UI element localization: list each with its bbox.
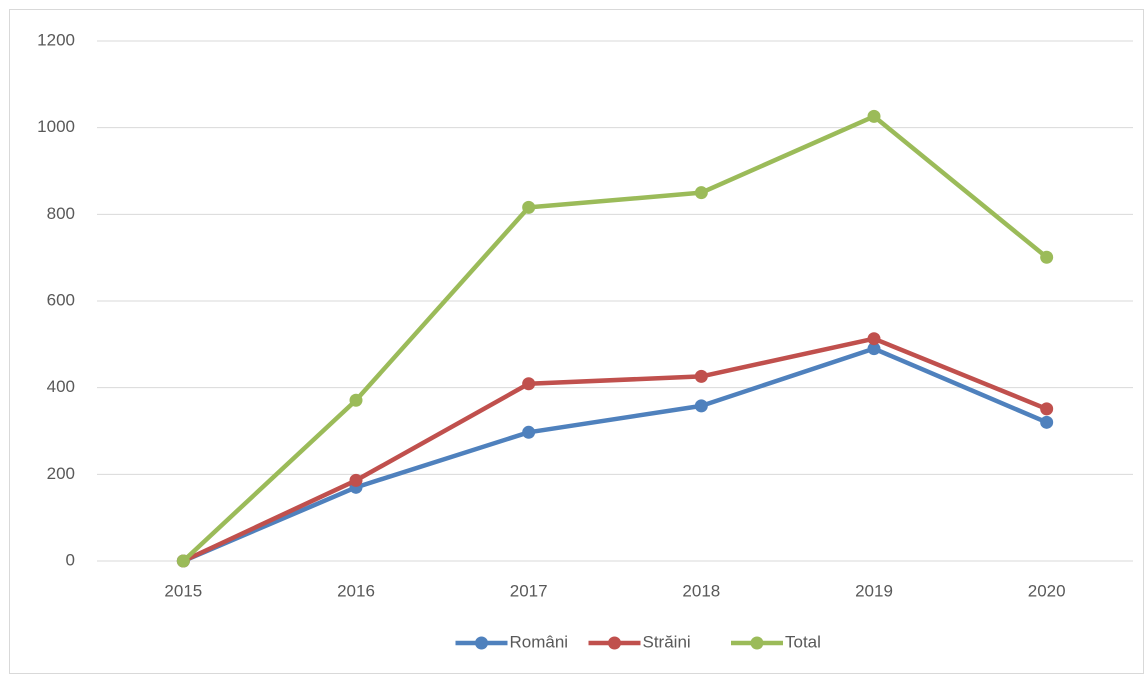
data-point: [1040, 402, 1054, 416]
y-tick-label: 1200: [37, 30, 75, 49]
series-line: [181, 114, 1049, 563]
y-tick-label: 200: [47, 464, 75, 483]
data-point: [694, 399, 708, 413]
data-point: [522, 200, 536, 214]
data-point: [867, 109, 881, 123]
x-tick-label: 2018: [682, 581, 720, 600]
data-point: [867, 342, 881, 356]
data-point: [694, 369, 708, 383]
data-point: [522, 377, 536, 391]
data-point: [522, 425, 536, 439]
legend-marker: [750, 636, 764, 650]
data-point: [1040, 415, 1054, 429]
chart-frame: [9, 9, 1144, 674]
data-point: [867, 332, 881, 346]
legend-label: Străini: [643, 632, 691, 651]
x-tick-label: 2016: [337, 581, 375, 600]
legend-label: Total: [785, 632, 821, 651]
data-point: [349, 393, 363, 407]
series-line: [182, 336, 1048, 564]
x-tick-label: 2017: [510, 581, 548, 600]
data-point: [349, 473, 363, 487]
data-point: [176, 554, 190, 568]
x-tick-label: 2015: [164, 581, 202, 600]
x-tick-label: 2020: [1028, 581, 1066, 600]
y-tick-label: 800: [47, 204, 75, 223]
series-line: [182, 346, 1048, 564]
y-tick-label: 400: [47, 377, 75, 396]
legend-label: Români: [510, 632, 569, 651]
y-tick-label: 1000: [37, 117, 75, 136]
y-tick-label: 600: [47, 290, 75, 309]
legend-marker: [475, 636, 488, 650]
data-point: [694, 186, 708, 200]
y-tick-label: 0: [66, 550, 75, 569]
legend-marker: [608, 636, 621, 650]
x-tick-label: 2019: [855, 581, 893, 600]
data-point: [1040, 250, 1054, 264]
